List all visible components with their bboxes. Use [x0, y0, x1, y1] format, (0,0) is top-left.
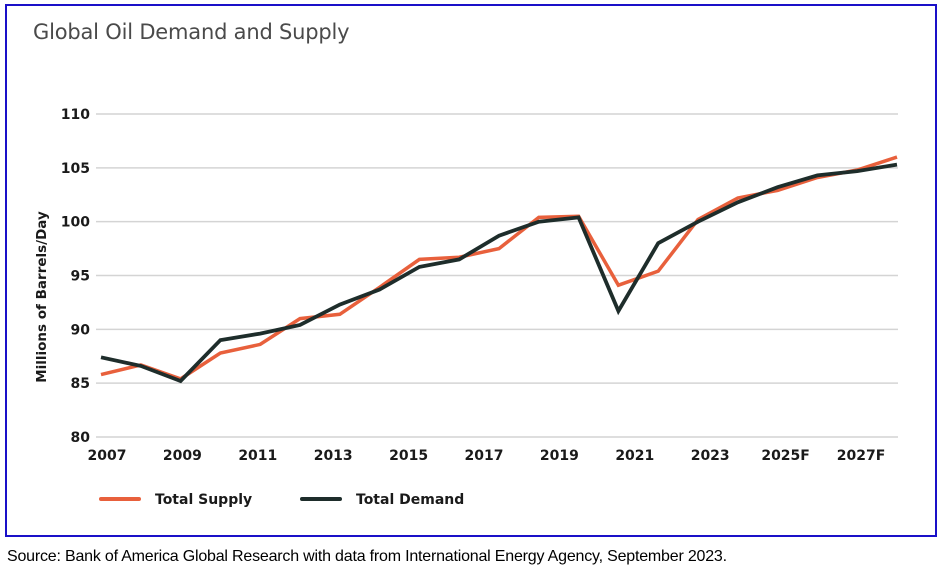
x-tick-label: 2009 [163, 448, 202, 464]
x-tick-label: 2019 [540, 448, 579, 464]
y-tick-label: 110 [61, 107, 90, 123]
x-tick-label: 2015 [389, 448, 428, 464]
chart-frame [5, 4, 937, 537]
y-tick-label: 95 [71, 269, 90, 285]
source-note: Source: Bank of America Global Research … [7, 548, 727, 565]
y-axis-ticks: 80 85 90 95 100 105 110 [61, 107, 90, 446]
x-tick-label: 2013 [314, 448, 353, 464]
legend: Total Supply Total Demand [99, 492, 464, 508]
x-axis-ticks: 2007 2009 2011 2013 2015 2017 2019 2021 2023 2025… [88, 448, 886, 464]
series-line-total-supply [100, 155, 898, 381]
chart-title: Global Oil Demand and Supply [33, 20, 350, 44]
y-tick-label: 90 [71, 322, 91, 338]
series-lines [100, 155, 898, 384]
y-tick-label: 85 [71, 376, 90, 392]
y-tick-label: 105 [61, 161, 90, 177]
legend-label-total-supply: Total Supply [155, 492, 252, 508]
legend-label-total-demand: Total Demand [356, 492, 464, 508]
y-axis-label: Millions of Barrels/Day [34, 211, 50, 383]
x-tick-label: 2021 [615, 448, 654, 464]
x-tick-label: 2023 [691, 448, 730, 464]
x-tick-label: 2011 [238, 448, 277, 464]
x-tick-label: 2017 [465, 448, 504, 464]
y-tick-label: 100 [61, 215, 90, 231]
gridlines [96, 113, 898, 438]
x-tick-label: 2027F [837, 448, 886, 464]
y-tick-label: 80 [71, 430, 91, 446]
x-tick-label: 2007 [88, 448, 127, 464]
x-tick-label: 2025F [761, 448, 810, 464]
series-line-total-demand [100, 162, 898, 384]
